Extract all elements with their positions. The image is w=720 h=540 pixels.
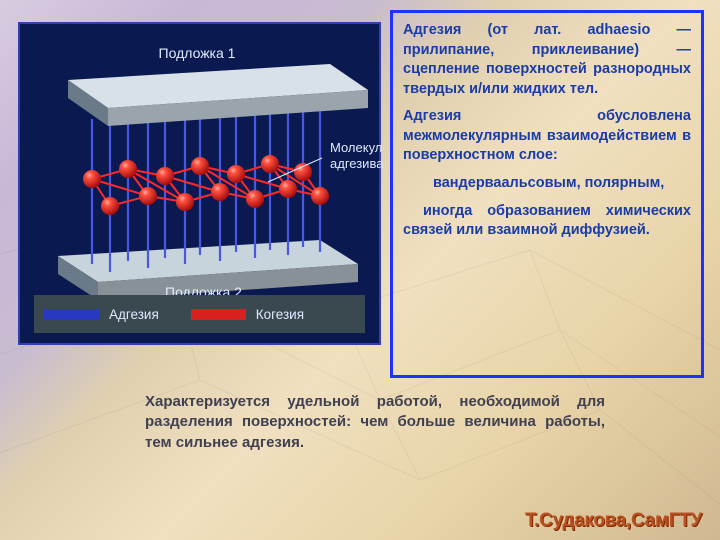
author-credit: Т.Судакова,СамГТУ: [525, 510, 702, 532]
substrate-1: [68, 64, 368, 126]
label-molecules-1: Молекулы: [330, 140, 383, 155]
diagram-legend: Адгезия Когезия: [34, 295, 365, 333]
definition-p2: Адгезия обусловлена межмолекулярным взаи…: [403, 107, 691, 166]
definition-p3: вандерваальсовым, полярным,: [403, 174, 691, 194]
characteristic-text: Характеризуется удельной работой, необхо…: [145, 392, 605, 453]
legend-swatch-cohesion: [191, 309, 246, 320]
definition-textbox: Адгезия (от лат. adhaesio — прилипание, …: [390, 10, 704, 378]
characteristic-p: Характеризуется удельной работой, необхо…: [145, 392, 605, 453]
label-substrate1: Подложка 1: [159, 45, 236, 61]
adhesion-diagram: Подложка 1 Молекулы адгезива Подложка 2 …: [18, 22, 381, 345]
label-molecules-2: адгезива: [330, 156, 383, 171]
legend-label-adhesion: Адгезия: [109, 307, 159, 322]
definition-p1: Адгезия (от лат. adhaesio — прилипание, …: [403, 21, 691, 99]
legend-label-cohesion: Когезия: [256, 307, 304, 322]
definition-p4: иногда образованием химических связей ил…: [403, 202, 691, 241]
molecule-lattice: [83, 155, 329, 215]
legend-swatch-adhesion: [44, 309, 99, 320]
